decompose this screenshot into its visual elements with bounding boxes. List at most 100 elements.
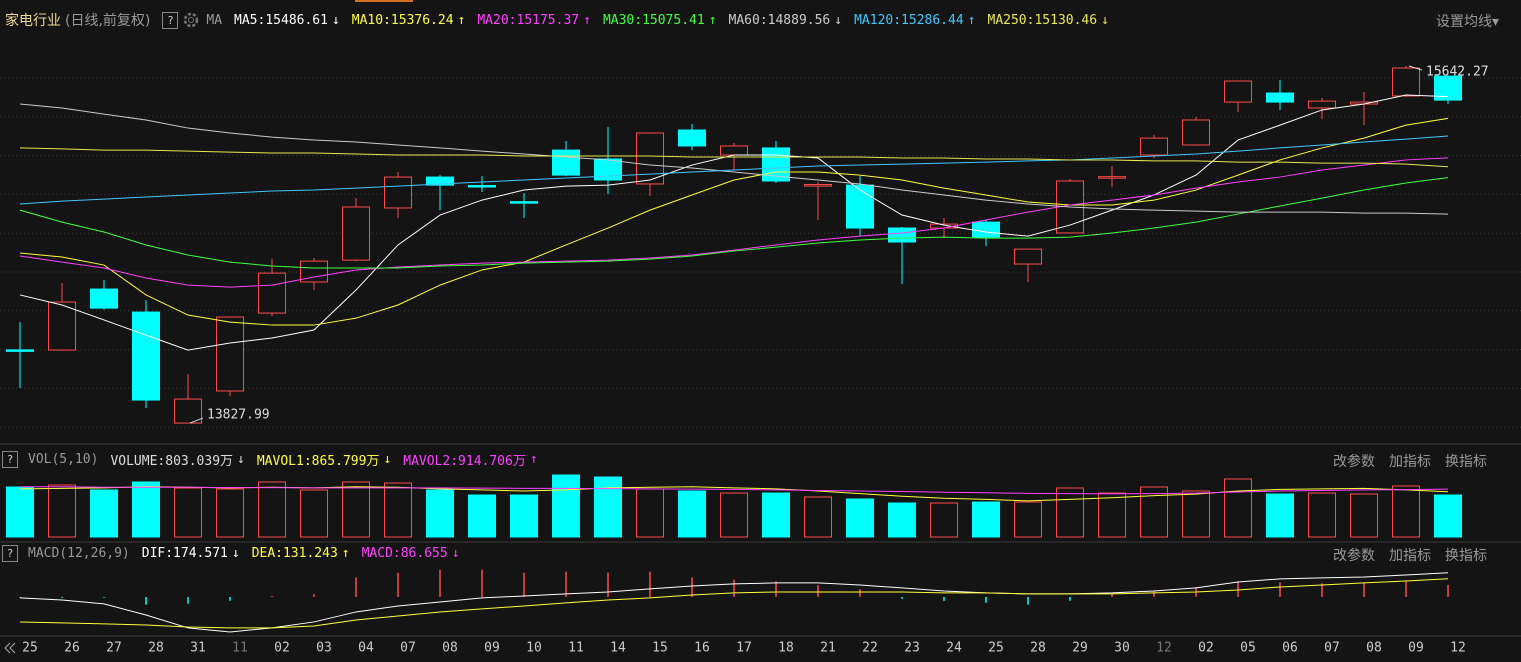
low-label: 13827.99 — [207, 408, 270, 423]
legend-label: MA5:15486.61 — [234, 12, 328, 28]
help-button[interactable]: ? — [2, 544, 18, 562]
volume-bar — [1266, 493, 1294, 538]
legend-label: MA250:15130.46 — [987, 12, 1098, 28]
panel-button[interactable]: 换指标 — [1445, 548, 1487, 564]
volume-bar — [1392, 485, 1420, 538]
volume-bar — [90, 489, 118, 538]
legend-trend: ↓ — [834, 12, 843, 28]
legend-label: MA60:14889.56 — [728, 12, 831, 28]
candle-body — [594, 158, 622, 181]
legend-trend: ↓ — [331, 12, 340, 28]
volume-bar — [6, 486, 34, 538]
legend-trend: ↓ — [1101, 12, 1109, 28]
volume-bar — [1182, 490, 1210, 538]
candle-body — [1140, 137, 1168, 156]
volume-bar — [720, 492, 748, 538]
panel-button[interactable]: 加指标 — [1389, 548, 1431, 564]
legend-label: MAVOL1:865.799万 — [256, 453, 380, 469]
x-tick-label: 17 — [736, 641, 752, 656]
x-tick-label: 10 — [526, 641, 542, 656]
candle-body — [636, 132, 664, 185]
panel-button[interactable]: 改参数 — [1333, 454, 1375, 470]
x-tick-label: 25 — [988, 641, 1004, 656]
candle-body — [384, 176, 412, 209]
candle-body — [342, 206, 370, 261]
subtitle: (日线,前复权) — [65, 13, 151, 29]
x-tick-label: 30 — [1114, 641, 1130, 656]
candle-body — [552, 149, 580, 176]
legend-trend: ↓ — [383, 451, 392, 467]
candle-body — [48, 301, 76, 351]
ma-line — [19, 103, 1449, 215]
volume-bar — [300, 489, 328, 538]
indicator-name: VOL(5,10) — [28, 451, 99, 467]
candle-body — [258, 272, 286, 314]
volume-bar — [762, 492, 790, 538]
ma-line — [19, 117, 1449, 326]
help-button[interactable]: ? — [2, 450, 18, 468]
x-tick-label: 03 — [316, 641, 332, 656]
volume-bar — [1140, 486, 1168, 538]
volume-bar — [342, 481, 370, 538]
candle-body — [720, 145, 748, 156]
candle-body — [468, 185, 496, 188]
x-tick-label: 24 — [946, 641, 962, 656]
x-tick-label: 05 — [1240, 641, 1256, 656]
legend-trend: ↓ — [231, 545, 240, 561]
x-tick-label: 04 — [358, 641, 374, 656]
legend-trend: ↓ — [237, 451, 245, 467]
macd-header: ? MACD(12,26,9) DIF:174.571 ↓ DEA:131.243 ↑ MA… — [0, 543, 472, 563]
gear-icon[interactable] — [182, 11, 200, 29]
candle-body — [132, 311, 160, 401]
legend-trend: ↑ — [583, 12, 591, 28]
ma-line — [19, 157, 1449, 288]
volume-bar — [258, 481, 286, 538]
legend-label: MA30:15075.41 — [602, 12, 705, 28]
legend-trend: ↑ — [529, 451, 538, 467]
volume-bar — [1014, 501, 1042, 538]
candle-body — [1098, 176, 1126, 179]
volume-bar — [48, 484, 76, 538]
help-button[interactable]: ? — [162, 11, 179, 29]
title: 家电行业 — [5, 13, 61, 29]
volume-bar — [426, 489, 454, 538]
legend-trend: ↓ — [451, 545, 460, 561]
candle-body — [510, 201, 538, 204]
x-tick-label: 28 — [148, 641, 164, 656]
legend-label: MACD:86.655 — [361, 545, 448, 561]
ma-line — [20, 486, 1449, 495]
x-tick-label: 16 — [694, 641, 710, 656]
panel-button[interactable]: 加指标 — [1389, 454, 1431, 470]
ma-line — [19, 177, 1449, 269]
x-tick-label: 28 — [1030, 641, 1046, 656]
indicator-name: MACD(12,26,9) — [28, 545, 130, 561]
volume-bar — [594, 476, 622, 538]
candle-body — [762, 147, 790, 182]
candle-body — [426, 176, 454, 186]
ma-line — [19, 578, 1449, 629]
x-tick-label: 08 — [1366, 641, 1382, 656]
volume-bar — [972, 501, 1000, 538]
x-tick-label: 14 — [610, 641, 626, 656]
x-tick-label: 07 — [1324, 641, 1340, 656]
x-tick-label: 27 — [106, 641, 122, 656]
volume-bar — [132, 481, 160, 538]
legend-label: MA20:15175.37 — [477, 12, 580, 28]
settings-button[interactable]: 设置均线▾ — [1436, 14, 1500, 30]
candle-body — [888, 227, 916, 243]
candle-body — [90, 288, 118, 309]
scroll-left-icon[interactable] — [4, 642, 16, 654]
legend-label: MAVOL2:914.706万 — [403, 453, 526, 469]
indicator-name: MA — [206, 12, 223, 28]
x-tick-label: 06 — [1282, 641, 1298, 656]
candle-body — [804, 184, 832, 187]
panel-button[interactable]: 改参数 — [1333, 548, 1375, 564]
x-tick-label: 29 — [1072, 641, 1088, 656]
candle-body — [1224, 80, 1252, 103]
x-tick-label: 22 — [862, 641, 878, 656]
high-label: 15642.27 — [1426, 65, 1489, 80]
candle-body — [972, 221, 1000, 238]
volume-bar — [804, 496, 832, 538]
panel-button[interactable]: 换指标 — [1445, 454, 1487, 470]
